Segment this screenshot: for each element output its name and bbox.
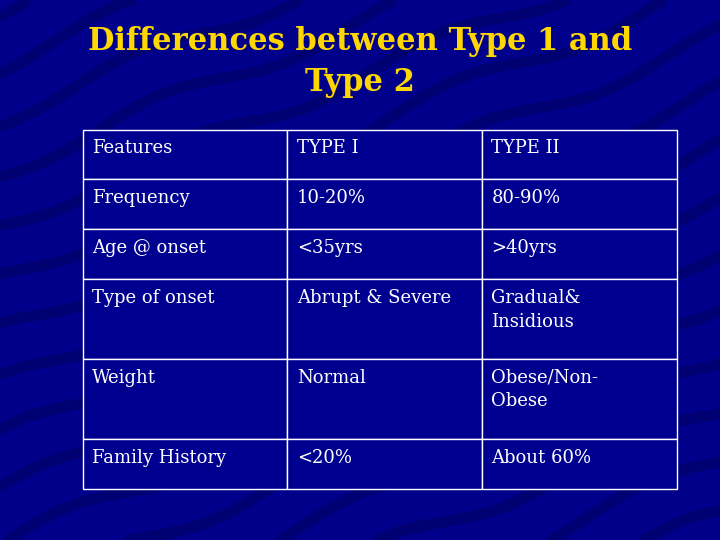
Bar — [482, 130, 677, 179]
Text: Age @ onset: Age @ onset — [92, 239, 206, 257]
Bar — [83, 230, 287, 279]
Text: Frequency: Frequency — [92, 189, 190, 207]
Bar — [482, 230, 677, 279]
Text: About 60%: About 60% — [492, 449, 592, 467]
Bar — [287, 279, 482, 359]
Bar — [482, 279, 677, 359]
Text: Features: Features — [92, 139, 172, 157]
Bar — [482, 179, 677, 230]
Bar — [287, 359, 482, 439]
Text: >40yrs: >40yrs — [492, 239, 557, 257]
Bar — [287, 439, 482, 489]
Text: Normal: Normal — [297, 369, 366, 387]
Bar — [287, 179, 482, 230]
Text: 10-20%: 10-20% — [297, 189, 366, 207]
Text: 80-90%: 80-90% — [492, 189, 561, 207]
Bar — [287, 230, 482, 279]
Text: Type of onset: Type of onset — [92, 289, 215, 307]
Text: <20%: <20% — [297, 449, 351, 467]
Bar — [83, 439, 287, 489]
Text: Family History: Family History — [92, 449, 226, 467]
Bar — [482, 439, 677, 489]
Text: TYPE I: TYPE I — [297, 139, 359, 157]
Text: Abrupt & Severe: Abrupt & Severe — [297, 289, 451, 307]
Text: Differences between Type 1 and
Type 2: Differences between Type 1 and Type 2 — [88, 26, 632, 98]
Bar — [83, 279, 287, 359]
Text: <35yrs: <35yrs — [297, 239, 362, 257]
Text: Weight: Weight — [92, 369, 156, 387]
Bar — [482, 359, 677, 439]
Bar — [287, 130, 482, 179]
Text: Gradual&
Insidious: Gradual& Insidious — [492, 289, 581, 330]
Bar — [83, 359, 287, 439]
Text: TYPE II: TYPE II — [492, 139, 560, 157]
Text: Obese/Non-
Obese: Obese/Non- Obese — [492, 369, 598, 410]
Bar — [83, 179, 287, 230]
Bar — [83, 130, 287, 179]
